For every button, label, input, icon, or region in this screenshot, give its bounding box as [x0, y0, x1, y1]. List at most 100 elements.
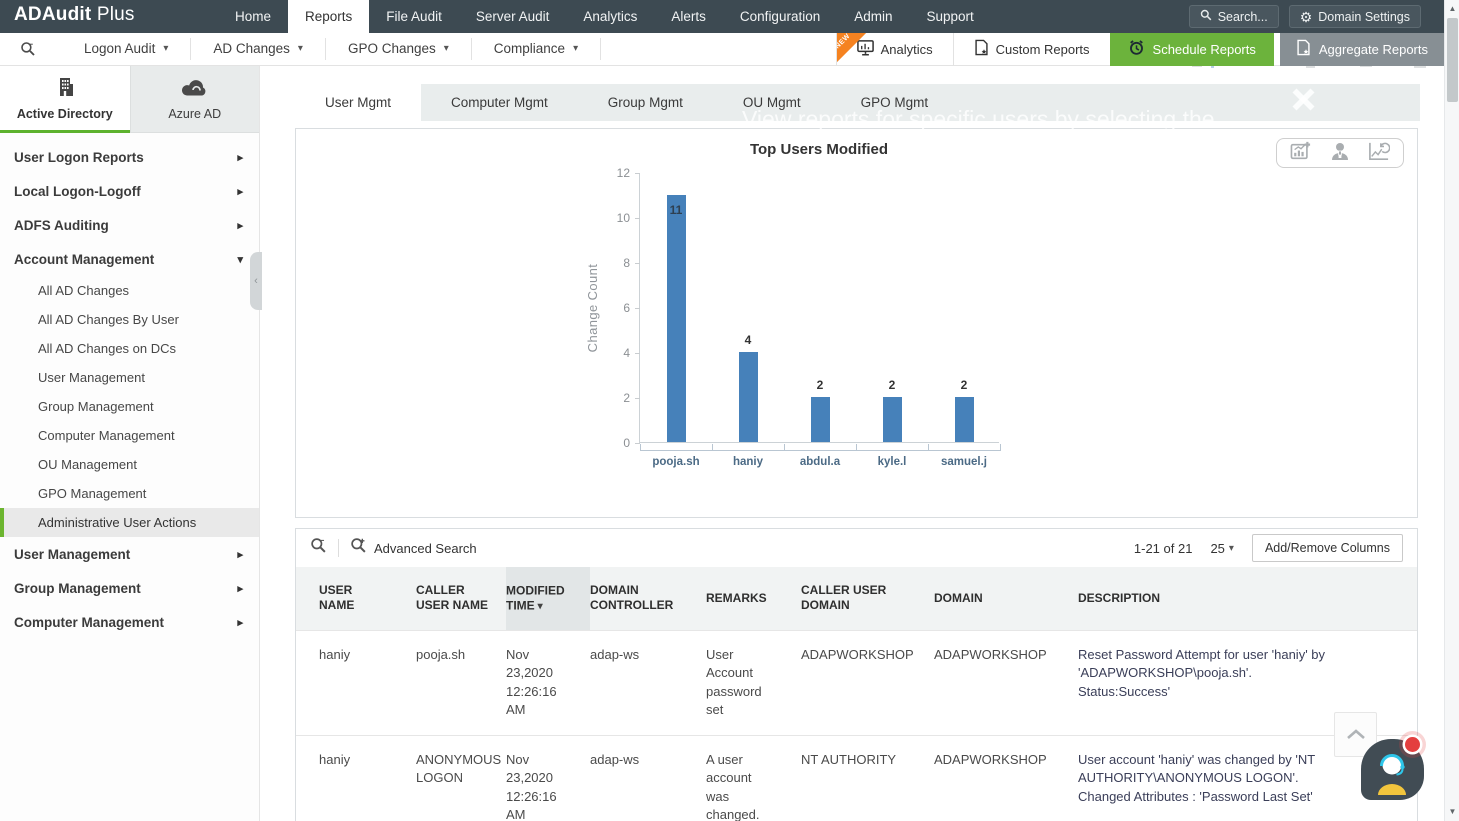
add-remove-columns-button[interactable]: Add/Remove Columns [1251, 534, 1403, 562]
bar[interactable] [738, 352, 758, 442]
table-row[interactable]: haniy pooja.sh Nov 23,2020 12:26:16 AM a… [296, 630, 1417, 735]
sidebar-subitem-computer-management[interactable]: Computer Management [38, 428, 175, 443]
schedule-reports-button[interactable]: Schedule Reports [1109, 32, 1274, 66]
custom-reports-button[interactable]: Custom Reports [952, 32, 1110, 66]
tab-computer-mgmt[interactable]: Computer Mgmt [451, 95, 548, 110]
domain-settings-button[interactable]: ⚙ Domain Settings [1288, 5, 1421, 28]
sidebar-item-label: Local Logon-Logoff [14, 183, 141, 199]
column-header-description[interactable]: DESCRIPTION [1078, 567, 1417, 631]
sidebar-item-local-logon-logoff[interactable]: Local Logon-Logoff ▸ [0, 174, 259, 208]
column-header-label: CALLER USER DOMAIN [801, 583, 887, 613]
column-header-label: CALLER USER NAME [416, 583, 489, 613]
column-header-remarks[interactable]: REMARKS [706, 567, 801, 631]
column-search-icon[interactable] [310, 537, 327, 559]
app-logo[interactable]: ADAudit Plus [0, 0, 218, 33]
report-search-icon[interactable] [20, 41, 36, 57]
sidebar-subitem-all-ad-changes[interactable]: All AD Changes [38, 283, 130, 298]
nav-item-admin[interactable]: Admin [854, 9, 893, 24]
column-header-caller-user-name[interactable]: CALLER USER NAME [416, 567, 506, 631]
x-axis-category-label: haniy [732, 456, 764, 468]
cell-caller-user-domain: NT AUTHORITY [801, 751, 897, 767]
scrollbar-up-arrow[interactable]: ▲ [1448, 4, 1457, 13]
nav-item-support[interactable]: Support [926, 9, 974, 24]
menu-ad-changes[interactable]: AD Changes ▾ [191, 38, 326, 60]
sidebar-item-computer-management[interactable]: Computer Management ▸ [0, 605, 259, 639]
y-axis-tick-label: 0 [623, 436, 630, 450]
global-search-button[interactable]: Search... [1188, 5, 1279, 28]
report-table-panel: Advanced Search 1-21 of 21 25 ▾ Add/Remov… [295, 528, 1418, 821]
advanced-search-icon[interactable] [350, 537, 367, 559]
sidebar-tab-azure-ad[interactable]: Azure AD [129, 66, 259, 133]
sidebar-item-group-management[interactable]: Group Management ▸ [0, 571, 259, 605]
column-header-domain[interactable]: DOMAIN [934, 567, 1078, 631]
bar[interactable] [954, 397, 974, 442]
sidebar-subitem-all-ad-changes-on-dcs[interactable]: All AD Changes on DCs [38, 341, 177, 356]
column-header-caller-user-domain[interactable]: CALLER USER DOMAIN [801, 567, 934, 631]
table-row[interactable]: haniy ANONYMOUS LOGON Nov 23,2020 12:26:… [296, 735, 1417, 821]
sidebar-subitem-ou-management[interactable]: OU Management [38, 457, 137, 472]
sidebar-item-account-management[interactable]: Account Management ▾ [0, 242, 259, 276]
sidebar-subitem-gpo-management[interactable]: GPO Management [38, 486, 147, 501]
chart-refresh-icon[interactable] [1368, 141, 1391, 166]
menu-logon-audit[interactable]: Logon Audit ▾ [62, 38, 192, 60]
nav-item-configuration[interactable]: Configuration [739, 9, 821, 24]
column-header-user-name[interactable]: USER NAME [296, 567, 416, 631]
bar[interactable] [810, 397, 830, 442]
tab-ou-mgmt[interactable]: OU Mgmt [742, 95, 801, 110]
x-axis-category-label: abdul.a [799, 456, 841, 468]
aggregate-reports-label: Aggregate Reports [1318, 41, 1428, 57]
bar[interactable] [882, 397, 902, 442]
bar[interactable] [666, 194, 686, 442]
sidebar-item-adfs-auditing[interactable]: ADFS Auditing ▸ [0, 208, 259, 242]
x-axis-tick [784, 444, 785, 451]
aggregate-reports-button[interactable]: Aggregate Reports [1279, 32, 1444, 66]
cell-user-name: haniy [319, 751, 351, 767]
nav-item-reports[interactable]: Reports [288, 0, 370, 33]
tab-user-mgmt[interactable]: User Mgmt [295, 84, 422, 121]
sidebar-subitem-administrative-user-actions[interactable]: Administrative User Actions [0, 508, 259, 537]
y-axis-tick-label: 6 [623, 301, 630, 315]
brand-light: Plus [96, 4, 135, 25]
nav-item-analytics[interactable]: Analytics [583, 9, 638, 24]
report-tabs: User Mgmt Computer Mgmt Group Mgmt OU Mg… [295, 84, 1420, 121]
advanced-search-label[interactable]: Advanced Search [374, 540, 477, 556]
nav-item-file-audit[interactable]: File Audit [386, 9, 442, 24]
menu-gpo-changes[interactable]: GPO Changes ▾ [326, 38, 472, 60]
sidebar-subitem-user-management[interactable]: User Management [38, 370, 145, 385]
sidebar-subitem-group-management[interactable]: Group Management [38, 399, 154, 414]
sidebar-item-user-management[interactable]: User Management ▸ [0, 537, 259, 571]
table-toolbar-right: 1-21 of 21 25 ▾ Add/Remove Columns [1134, 534, 1403, 562]
menu-label: Logon Audit [84, 41, 156, 56]
report-toolbar-right: NEW Analytics Custom Reports Schedule Re… [833, 32, 1444, 66]
sidebar-collapse-handle[interactable]: ‹ [250, 252, 262, 310]
scrollbar-thumb[interactable] [1447, 18, 1458, 102]
page-scrollbar[interactable]: ▲ ▼ [1444, 0, 1459, 821]
sidebar-tabs: Active Directory Azure AD [0, 66, 259, 133]
tab-group-mgmt[interactable]: Group Mgmt [607, 95, 683, 110]
nav-item-server-audit[interactable]: Server Audit [475, 9, 550, 24]
analytics-button[interactable]: NEW Analytics [833, 32, 953, 66]
chevron-down-icon: ▾ [237, 253, 243, 266]
tab-gpo-mgmt[interactable]: GPO Mgmt [860, 95, 929, 110]
nav-item-alerts[interactable]: Alerts [671, 9, 706, 24]
sidebar-subitem-all-ad-changes-by-user[interactable]: All AD Changes By User [38, 312, 179, 327]
new-badge-label: NEW [833, 32, 852, 50]
column-header-domain-controller[interactable]: DOMAIN CONTROLLER [590, 567, 706, 631]
nav-item-home[interactable]: Home [235, 9, 272, 24]
table-header-row: USER NAME CALLER USER NAME MODIFIED TIME… [296, 567, 1417, 631]
add-chart-icon[interactable] [1290, 141, 1312, 166]
tour-close-icon[interactable] [1290, 86, 1317, 118]
divider [338, 539, 339, 557]
y-axis-tick [635, 398, 640, 399]
page-size-dropdown[interactable]: 25 ▾ [1210, 541, 1234, 556]
scrollbar-down-arrow[interactable]: ▼ [1448, 807, 1457, 816]
chevron-right-icon: ▸ [237, 219, 243, 232]
user-summary-icon[interactable] [1329, 141, 1351, 166]
column-header-label: REMARKS [706, 590, 767, 605]
column-header-modified-time[interactable]: MODIFIED TIME ▾ [506, 567, 590, 631]
cell-user-name: haniy [319, 646, 351, 662]
sidebar-item-user-logon-reports[interactable]: User Logon Reports ▸ [0, 140, 259, 174]
menu-compliance[interactable]: Compliance ▾ [472, 38, 602, 60]
sidebar-tab-active-directory[interactable]: Active Directory [0, 66, 130, 133]
bar-value-label: 2 [888, 378, 896, 392]
